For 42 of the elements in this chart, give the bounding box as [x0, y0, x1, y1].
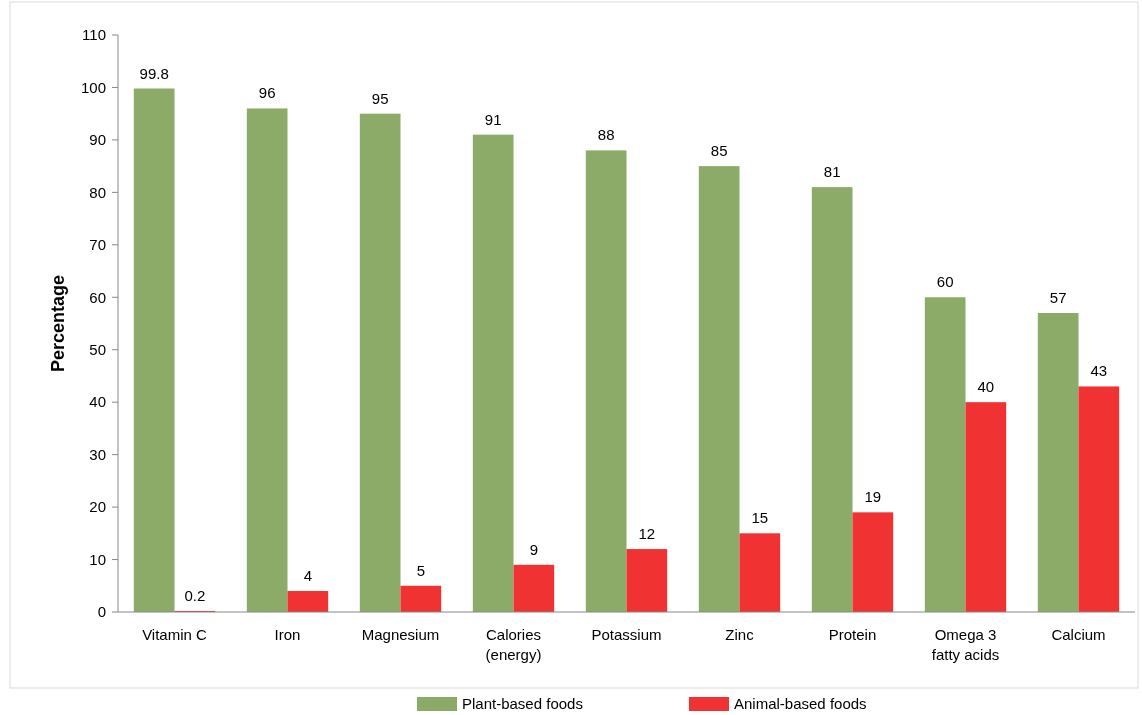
- y-tick-label: 90: [89, 131, 106, 149]
- x-tick-label: Vitamin C: [142, 626, 208, 643]
- data-label: 88: [597, 126, 615, 144]
- data-label: 96: [258, 84, 276, 102]
- y-tick-label: 80: [89, 183, 106, 201]
- data-label: 91: [484, 110, 502, 128]
- y-tick-label: 20: [89, 498, 106, 516]
- data-label: 4: [303, 567, 313, 585]
- data-label: 15: [751, 509, 769, 527]
- data-label: 95: [371, 89, 389, 107]
- x-tick-label: Zinc: [725, 626, 755, 643]
- data-label: 99.8: [139, 64, 169, 82]
- y-tick-label: 60: [89, 288, 106, 306]
- data-label: 0.2: [184, 586, 206, 604]
- x-tick-label: Protein: [828, 626, 877, 643]
- y-tick-label: 0: [97, 603, 106, 621]
- x-tick-label: Magnesium: [361, 626, 440, 643]
- data-label: 40: [977, 378, 995, 396]
- x-tick-label: Iron: [274, 626, 301, 643]
- y-tick-label: 70: [89, 236, 106, 254]
- y-tick-label: 100: [80, 78, 106, 96]
- data-label: 19: [864, 488, 882, 506]
- y-tick-label: 30: [89, 445, 106, 463]
- x-tick-label: Omega 3 fatty acids: [931, 626, 1000, 663]
- data-label: 85: [710, 142, 728, 160]
- y-axis-title: Percentage: [48, 274, 68, 373]
- x-tick-label: Potassium: [591, 626, 662, 643]
- y-tick-label: 110: [82, 26, 106, 44]
- data-label: 12: [638, 525, 656, 543]
- data-label: 57: [1049, 289, 1067, 307]
- data-label: 60: [936, 273, 954, 291]
- y-tick-label: 10: [89, 550, 106, 568]
- data-label: 5: [416, 561, 426, 579]
- y-tick-label: 50: [89, 340, 106, 358]
- y-tick-label: 40: [89, 393, 106, 411]
- data-label: 81: [823, 163, 841, 181]
- legend-label: Animal-based foods: [734, 695, 867, 712]
- data-label: 9: [529, 540, 539, 558]
- data-label: 43: [1090, 362, 1108, 380]
- x-tick-label: Calories (energy): [485, 626, 542, 663]
- legend-label: Plant-based foods: [462, 695, 583, 712]
- x-tick-label: Calcium: [1051, 626, 1106, 643]
